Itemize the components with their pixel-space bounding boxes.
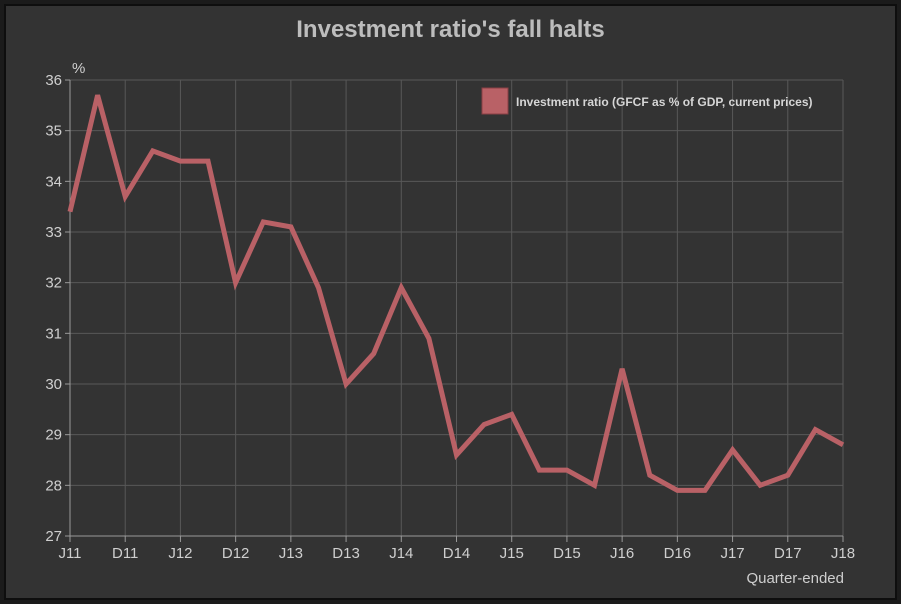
y-tick-label: 29 xyxy=(45,427,62,444)
x-tick-label: D14 xyxy=(443,545,471,562)
x-tick-label: J16 xyxy=(610,545,634,562)
chart-title: Investment ratio's fall halts xyxy=(296,16,605,43)
y-tick-label: 31 xyxy=(45,325,62,342)
x-axis-label: Quarter-ended xyxy=(746,570,844,587)
x-tick-label: D17 xyxy=(774,545,802,562)
series-lines xyxy=(67,94,845,493)
x-tick-label: J17 xyxy=(720,545,744,562)
x-tick-label: J12 xyxy=(168,545,192,562)
y-tick-label: 35 xyxy=(45,123,62,140)
x-tick-label: D11 xyxy=(112,545,138,562)
y-tick-label: 34 xyxy=(45,173,62,190)
x-tick-label: J18 xyxy=(831,545,855,562)
x-tick-label: D12 xyxy=(222,545,250,562)
y-tick-label: 32 xyxy=(45,275,62,292)
x-tick-label: J14 xyxy=(389,545,413,562)
chart-frame: Investment ratio's fall halts 27 28 29 30 31… xyxy=(4,4,897,600)
legend-label: Investment ratio (GFCF as % of GDP, curr… xyxy=(516,95,813,109)
series-line-0 xyxy=(67,94,845,493)
x-tick-label: D15 xyxy=(553,545,581,562)
x-tick-label: J13 xyxy=(279,545,303,562)
legend-swatch xyxy=(481,87,509,115)
y-tick-label: 28 xyxy=(45,477,62,494)
y-axis-label: % xyxy=(72,60,85,77)
x-tick-label: J11 xyxy=(58,545,81,562)
y-tick-label: 30 xyxy=(45,376,62,393)
y-tick-label: 33 xyxy=(45,224,62,241)
y-tick-label: 36 xyxy=(45,72,62,89)
grid-lines xyxy=(69,79,844,537)
y-tick-labels: 27 28 29 30 31 32 33 34 35 36 xyxy=(45,72,62,545)
legend: Investment ratio (GFCF as % of GDP, curr… xyxy=(481,87,813,115)
x-tick-labels: J11 D11 J12 D12 J13 D13 J14 D14 J15 D15 J16 D16 J17 D… xyxy=(58,545,855,562)
x-tick-label: J15 xyxy=(500,545,524,562)
x-tick-label: D16 xyxy=(664,545,692,562)
axes xyxy=(65,79,844,542)
x-tick-label: D13 xyxy=(332,545,360,562)
y-tick-label: 27 xyxy=(45,528,62,545)
